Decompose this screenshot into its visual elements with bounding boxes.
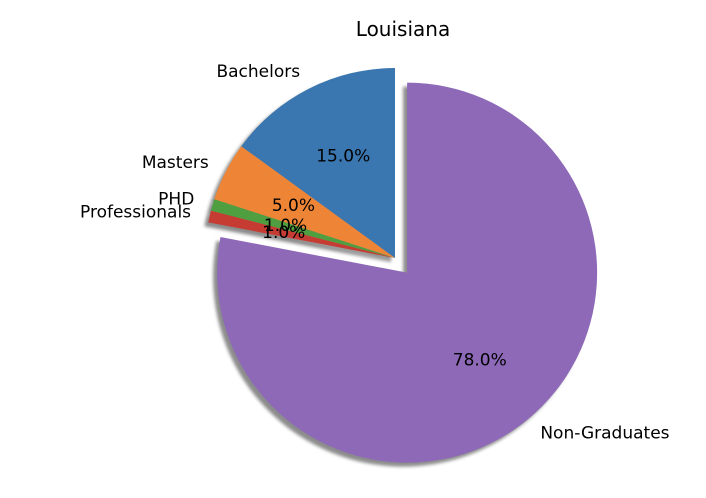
slice-pct-bachelors: 15.0% xyxy=(316,146,370,166)
slice-phd xyxy=(210,199,395,258)
slice-label-non-graduates: Non-Graduates xyxy=(540,424,669,444)
slice-pct-phd: 1.0% xyxy=(264,216,307,236)
pie-slices xyxy=(208,68,598,463)
slice-label-phd: PHD xyxy=(158,190,194,210)
slice-masters xyxy=(214,146,395,258)
slice-label-bachelors: Bachelors xyxy=(216,62,300,82)
slice-labels: Bachelors 15.0% Masters 5.0% PHD 1.0% Professi… xyxy=(80,62,670,444)
slice-professionals xyxy=(208,210,395,258)
slice-pct-professionals: 1.0% xyxy=(262,223,305,243)
slice-label-professionals: Professionals xyxy=(80,202,191,222)
chart-title: Louisiana xyxy=(356,17,450,41)
slice-label-masters: Masters xyxy=(142,153,209,173)
slice-pct-non-graduates: 78.0% xyxy=(453,350,507,370)
slice-bachelors xyxy=(241,68,395,258)
slice-non-graduates xyxy=(217,82,598,463)
slice-pct-masters: 5.0% xyxy=(272,196,315,216)
